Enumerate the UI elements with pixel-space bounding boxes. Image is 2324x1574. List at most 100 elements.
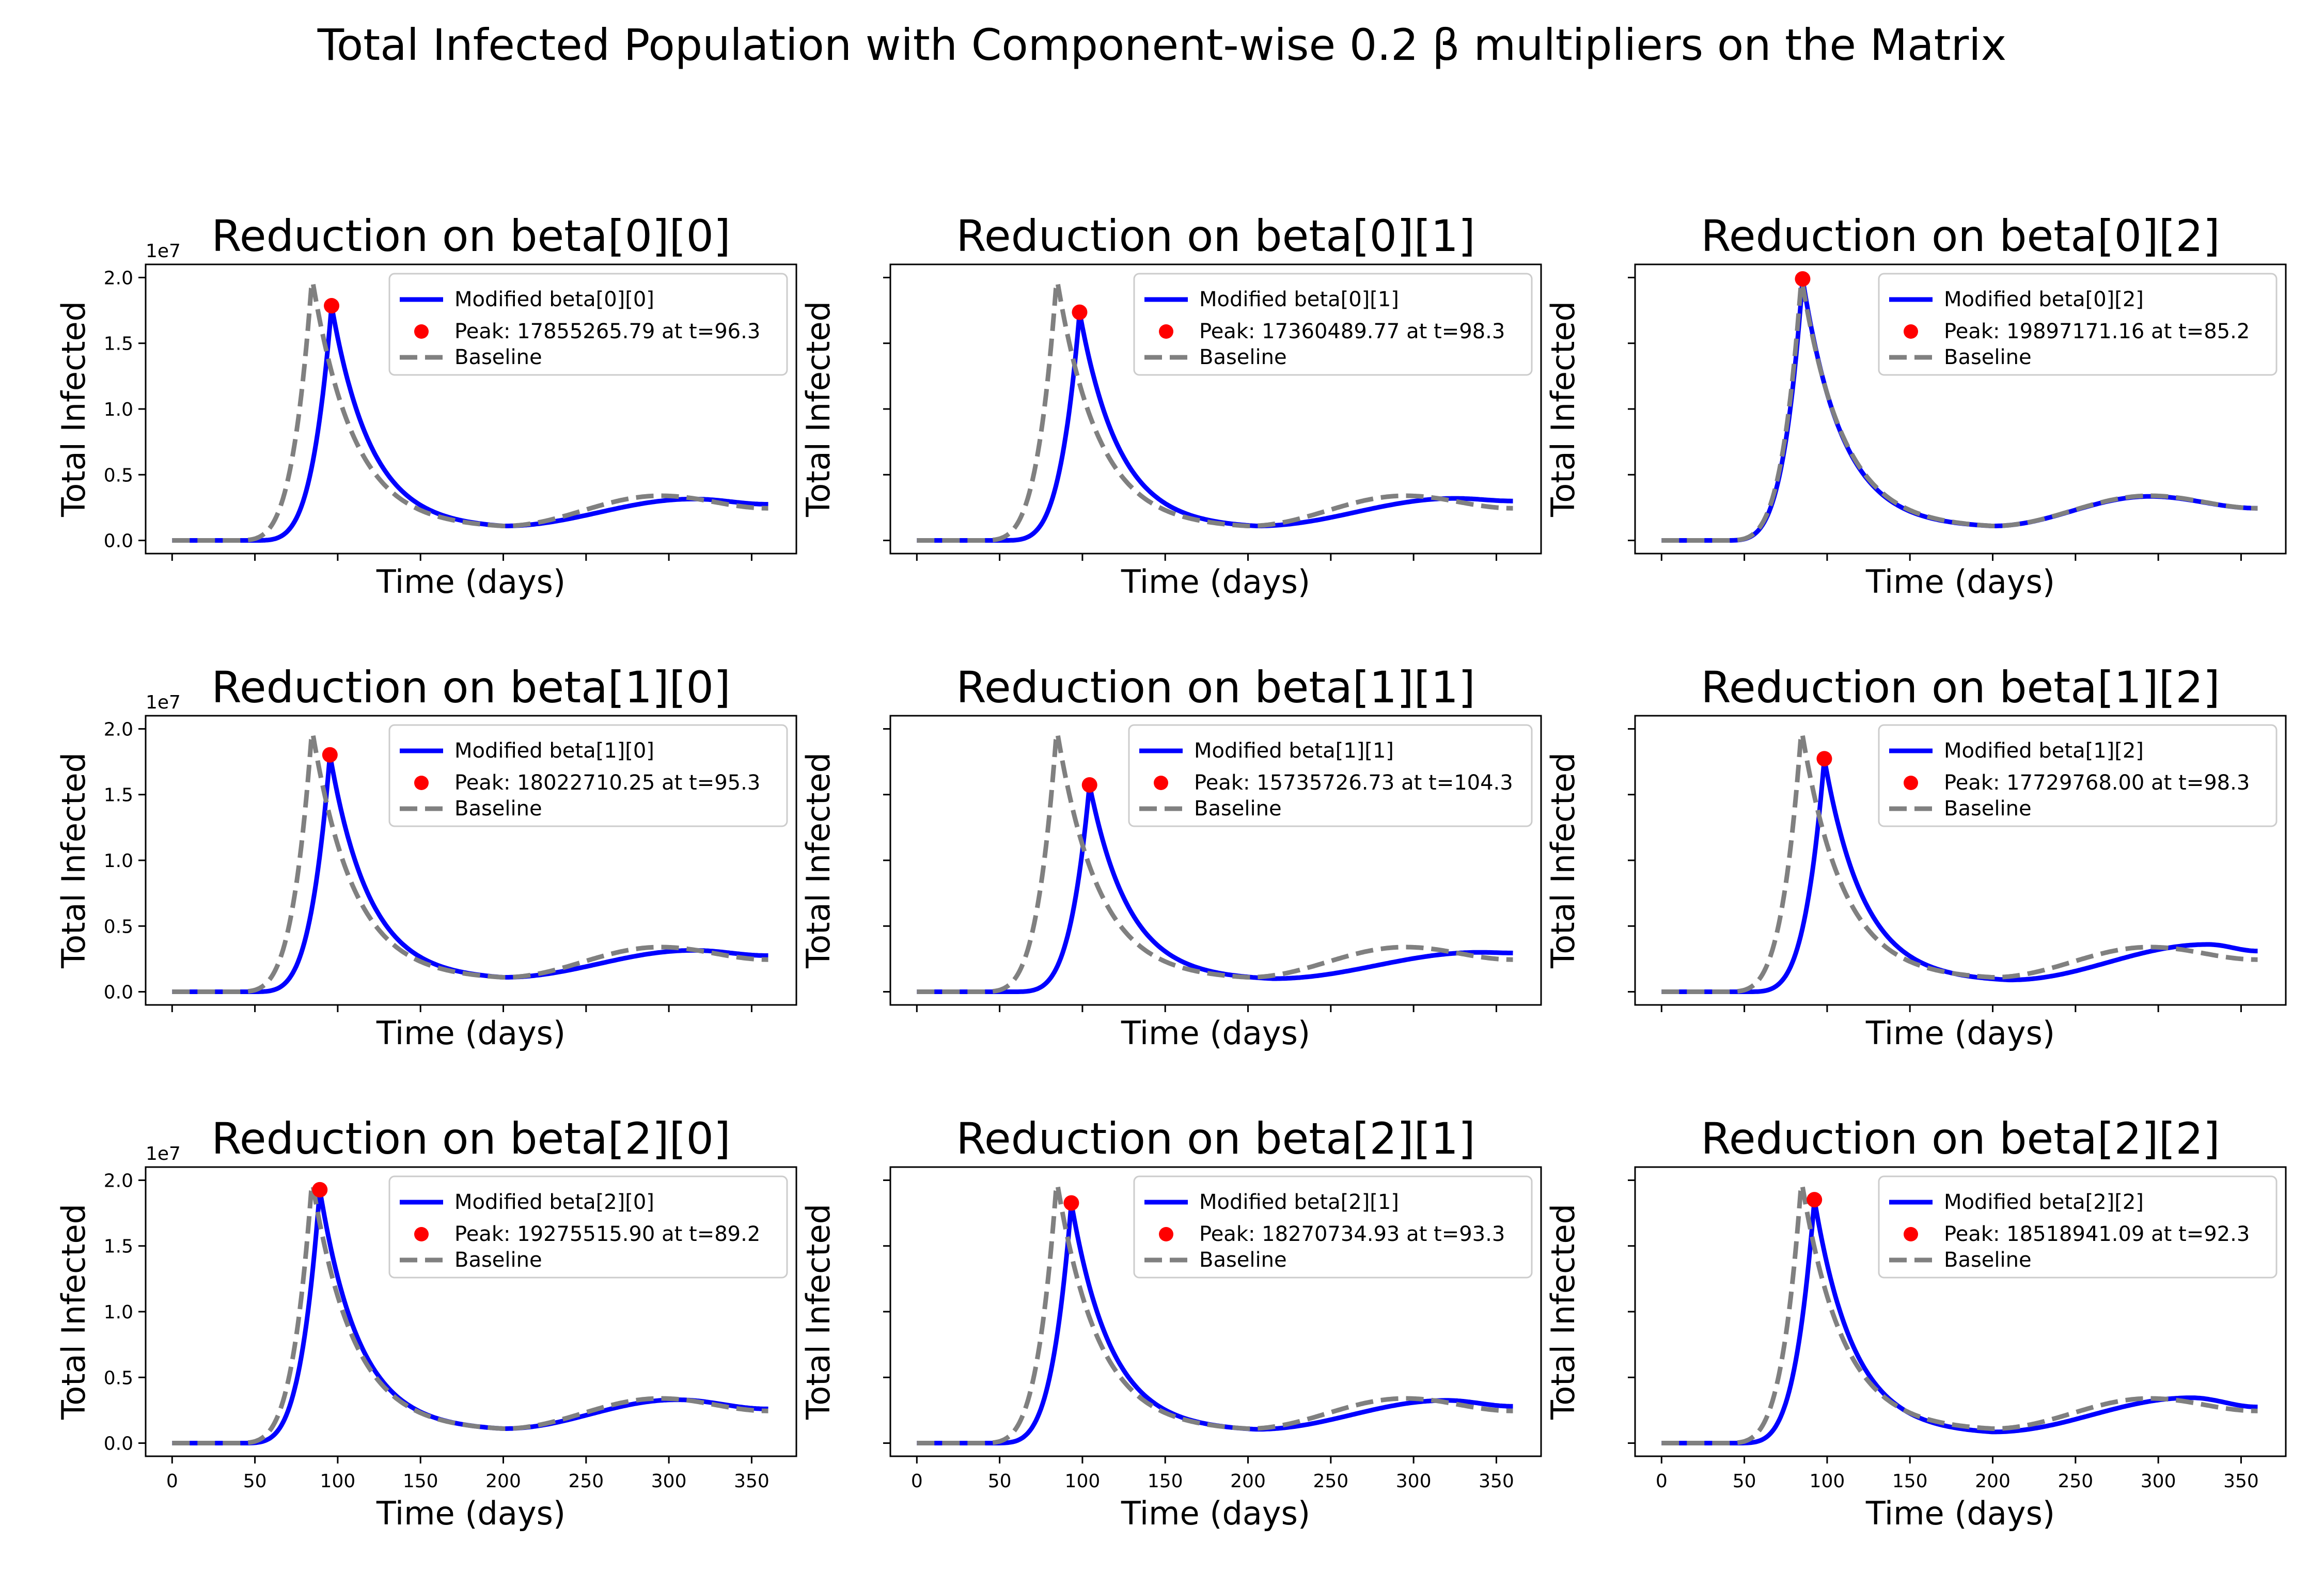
legend-peak-handle	[414, 324, 429, 339]
legend: Modified beta[2][2] Peak: 18518941.09 at …	[1878, 1175, 2278, 1279]
legend-modified-label: Modified beta[1][0]	[454, 739, 654, 763]
subplot-title: Reduction on beta[1][0]	[211, 662, 730, 713]
legend-peak-label: Peak: 18270734.93 at t=93.3	[1199, 1222, 1505, 1246]
peak-point	[312, 1182, 328, 1198]
baseline-series-line	[171, 1183, 769, 1445]
x-tick-label: 300	[2141, 1471, 2176, 1492]
legend: Modified beta[0][0] Peak: 17855265.79 at …	[388, 273, 788, 376]
subplot-panel: Reduction on beta[0][2] Time (days) Total …	[1544, 211, 2287, 601]
x-tick-label: 100	[1065, 1471, 1101, 1492]
y-tick-label: 1.5	[104, 334, 133, 355]
subplot-panel: Reduction on beta[1][0] 0.0 0.5 1.0 1.5 2.0 1e…	[55, 662, 797, 1052]
subplot-title: Reduction on beta[2][0]	[211, 1113, 730, 1164]
x-axis-label: Time (days)	[376, 1014, 566, 1052]
x-tick-label: 0	[166, 1471, 178, 1492]
legend-peak-handle	[1154, 776, 1168, 790]
baseline-series-line	[916, 731, 1514, 994]
y-tick-label: 1.5	[104, 1236, 133, 1257]
subplot-title: Reduction on beta[0][2]	[1701, 211, 2220, 261]
x-tick-label: 50	[1733, 1471, 1756, 1492]
baseline-series-line	[1661, 280, 2258, 543]
peak-point	[322, 747, 338, 763]
x-axis-label: Time (days)	[1121, 1014, 1310, 1052]
y-tick-label: 1.0	[104, 1302, 133, 1323]
y-axis-label: Total Infected	[799, 1204, 837, 1420]
subplot-panel: Reduction on beta[1][2] Time (days) Total …	[1544, 662, 2287, 1052]
x-axis-label: Time (days)	[376, 1494, 566, 1532]
y-axis-label: Total Infected	[55, 752, 92, 969]
legend-peak-handle	[414, 776, 429, 790]
legend-modified-label: Modified beta[2][0]	[454, 1190, 654, 1214]
y-tick-label: 1.0	[104, 399, 133, 420]
legend-peak-label: Peak: 19897171.16 at t=85.2	[1944, 320, 2250, 343]
y-axis-label: Total Infected	[55, 301, 92, 517]
peak-point	[1795, 271, 1811, 287]
x-tick-label: 150	[1892, 1471, 1928, 1492]
y-tick-label: 2.0	[104, 719, 133, 740]
legend-peak-label: Peak: 18518941.09 at t=92.3	[1944, 1222, 2250, 1246]
x-tick-label: 100	[1810, 1471, 1845, 1492]
legend-peak-handle	[414, 1227, 429, 1241]
x-tick-label: 150	[403, 1471, 438, 1492]
x-tick-label: 200	[1975, 1471, 2011, 1492]
x-tick-label: 350	[1479, 1471, 1514, 1492]
baseline-series-line	[916, 1183, 1514, 1445]
x-axis-label: Time (days)	[1865, 1494, 2055, 1532]
subplot-panel: Reduction on beta[0][0] 0.0 0.5 1.0 1.5 2.0 1e…	[55, 211, 797, 601]
y-tick-label: 0.0	[104, 982, 133, 1003]
y-axis-label: Total Infected	[1544, 301, 1582, 517]
legend-peak-handle	[1904, 1227, 1918, 1241]
peak-point	[1081, 777, 1097, 793]
legend: Modified beta[2][1] Peak: 18270734.93 at …	[1133, 1175, 1533, 1279]
legend-frame	[388, 1175, 788, 1279]
y-offset-label: 1e7	[146, 1143, 181, 1164]
x-tick-label: 200	[485, 1471, 521, 1492]
x-tick-label: 350	[2223, 1471, 2259, 1492]
x-tick-label: 350	[734, 1471, 770, 1492]
x-tick-label: 300	[1396, 1471, 1432, 1492]
x-axis-label: Time (days)	[1865, 1014, 2055, 1052]
peak-point	[1072, 304, 1088, 320]
subplot-grid: Reduction on beta[0][0] 0.0 0.5 1.0 1.5 2.0 1e…	[55, 211, 2287, 1532]
y-axis-label: Total Infected	[799, 301, 837, 517]
legend-modified-label: Modified beta[0][2]	[1944, 288, 2144, 311]
baseline-series-line	[916, 280, 1514, 543]
legend-frame	[388, 273, 788, 376]
x-tick-label: 0	[1656, 1471, 1668, 1492]
subplot-panel: Reduction on beta[2][0] 0 50 100 150 200 250 30…	[55, 1113, 797, 1532]
legend-baseline-label: Baseline	[1944, 1248, 2032, 1272]
subplot-panel: Reduction on beta[2][1] 0 50 100 150 200 250 30…	[799, 1113, 1542, 1532]
subplot-panel: Reduction on beta[1][1] Time (days) Total …	[799, 662, 1542, 1052]
peak-point	[324, 298, 340, 314]
legend-baseline-label: Baseline	[1199, 345, 1287, 369]
legend-peak-label: Peak: 17729768.00 at t=98.3	[1944, 771, 2250, 795]
y-tick-label: 0.0	[104, 531, 133, 552]
legend-peak-handle	[1159, 1227, 1173, 1241]
y-tick-label: 1.5	[104, 785, 133, 806]
legend-frame	[1133, 1175, 1533, 1279]
y-tick-label: 0.5	[104, 1367, 133, 1389]
y-tick-label: 0.5	[104, 916, 133, 937]
peak-point	[1063, 1195, 1079, 1211]
legend-peak-label: Peak: 19275515.90 at t=89.2	[454, 1222, 760, 1246]
legend-frame	[1128, 724, 1533, 827]
subplot-title: Reduction on beta[2][1]	[956, 1113, 1475, 1164]
x-tick-label: 50	[243, 1471, 267, 1492]
y-axis-label: Total Infected	[1544, 1204, 1582, 1420]
legend-peak-label: Peak: 17360489.77 at t=98.3	[1199, 320, 1505, 343]
figure-title: Total Infected Population with Component…	[317, 20, 2006, 70]
x-axis-label: Time (days)	[1865, 563, 2055, 601]
y-tick-label: 0.0	[104, 1434, 133, 1455]
x-tick-label: 250	[568, 1471, 604, 1492]
x-tick-label: 250	[1313, 1471, 1348, 1492]
legend-frame	[388, 724, 788, 827]
x-axis-label: Time (days)	[1121, 1494, 1310, 1532]
y-offset-label: 1e7	[146, 241, 181, 262]
x-tick-label: 100	[320, 1471, 356, 1492]
legend-frame	[1133, 273, 1533, 376]
legend-peak-handle	[1904, 776, 1918, 790]
x-tick-label: 50	[988, 1471, 1012, 1492]
peak-point	[1807, 1192, 1823, 1208]
legend-frame	[1878, 273, 2278, 376]
